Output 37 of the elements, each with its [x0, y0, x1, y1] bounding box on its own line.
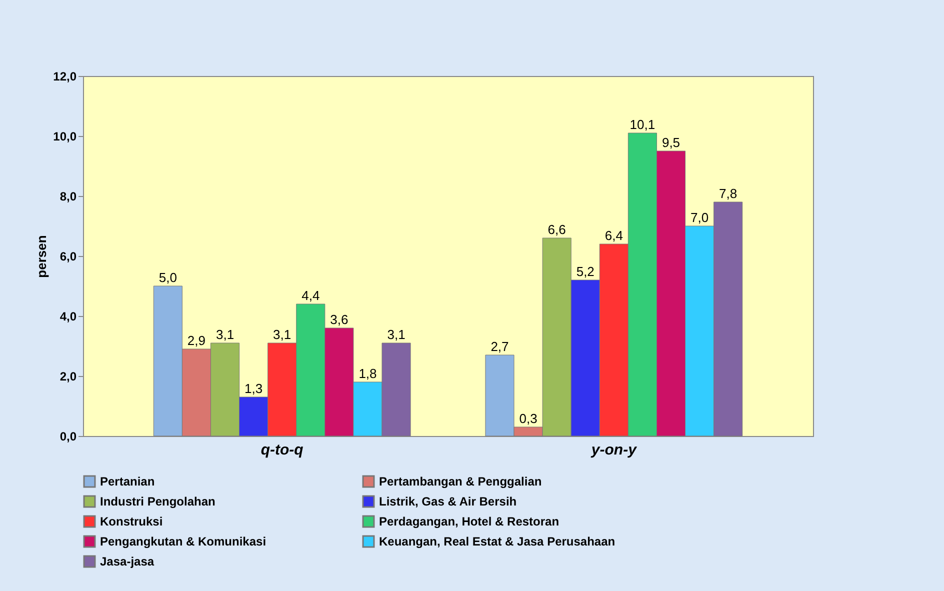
- data-label: 2,7: [490, 339, 509, 354]
- x-tick-label: q-to-q: [260, 442, 304, 458]
- data-label: 3,6: [330, 312, 348, 327]
- data-label: 2,9: [187, 333, 206, 348]
- y-tick-label: 12,0: [53, 70, 77, 84]
- legend-label: Pertambangan & Penggalian: [379, 474, 542, 489]
- data-label: 0,3: [519, 411, 538, 426]
- data-label: 9,5: [662, 135, 680, 150]
- data-label: 6,4: [604, 228, 623, 243]
- legend-label: Industri Pengolahan: [100, 494, 216, 508]
- y-tick-label: 6,0: [60, 250, 77, 264]
- data-label: 3,1: [273, 327, 292, 342]
- data-label: 1,8: [358, 366, 377, 381]
- data-label: 3,1: [216, 327, 234, 342]
- data-label: 4,4: [302, 288, 320, 303]
- legend-label: Konstruksi: [100, 514, 163, 528]
- legend-label: Pertanian: [100, 474, 155, 489]
- legend-label: Listrik, Gas & Air Bersih: [379, 494, 517, 508]
- legend-label: Perdagangan, Hotel & Restoran: [379, 514, 560, 528]
- data-label: 3,1: [387, 327, 406, 342]
- data-label: 6,6: [548, 222, 566, 237]
- y-axis-title: persen: [34, 235, 50, 278]
- legend-label: Keuangan, Real Estat & Jasa Perusahaan: [379, 534, 616, 548]
- data-label: 5,2: [576, 264, 594, 279]
- data-label: 7,8: [719, 186, 738, 201]
- data-label: 10,1: [630, 117, 656, 132]
- legend-label: Pengangkutan & Komunikasi: [100, 534, 266, 548]
- data-label: 7,0: [690, 210, 709, 225]
- x-tick-label: y-on-y: [590, 442, 638, 458]
- legend-label: Jasa-jasa: [100, 554, 154, 568]
- y-tick-label: 2,0: [60, 370, 77, 384]
- data-label: 1,3: [244, 381, 263, 396]
- y-tick-label: 0,0: [60, 430, 77, 444]
- y-tick-label: 8,0: [60, 190, 77, 204]
- data-label: 5,0: [158, 270, 177, 285]
- y-tick-label: 10,0: [53, 130, 77, 144]
- y-tick-label: 4,0: [60, 310, 77, 324]
